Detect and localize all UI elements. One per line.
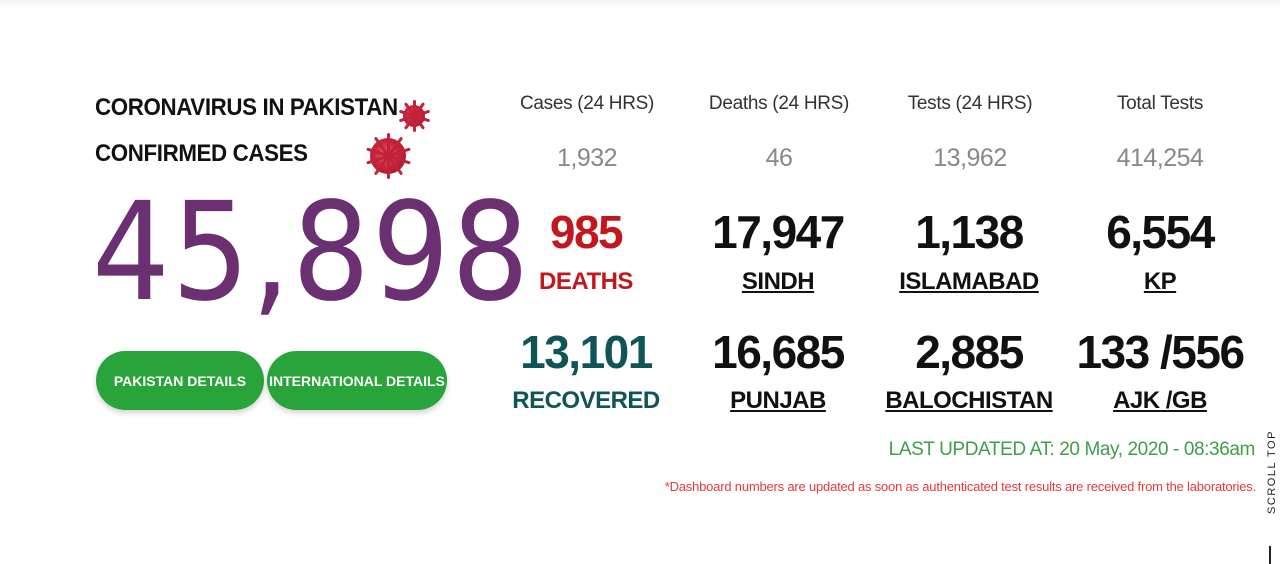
ajk-gb-count: 133 /556 (1076, 326, 1245, 378)
headline-subtitle: CONFIRMED CASES (95, 140, 308, 167)
virus-spike (412, 116, 416, 132)
coronavirus-icon (365, 133, 411, 179)
cases-24h-value: 1,932 (556, 144, 618, 172)
ajk-gb-link[interactable]: AJK /GB (1113, 387, 1207, 414)
total-tests-value: 414,254 (1116, 144, 1204, 172)
recovered-label: RECOVERED (512, 387, 660, 414)
headline-title: CORONAVIRUS IN PAKISTAN (95, 94, 398, 121)
international-details-button[interactable]: INTERNATIONAL DETAILS (267, 351, 447, 410)
disclaimer-note: *Dashboard numbers are updated as soon a… (664, 479, 1256, 494)
scroll-top-button[interactable]: SCROLL TOP (1262, 420, 1280, 530)
virus-spike (386, 156, 390, 179)
punjab-link[interactable]: PUNJAB (730, 387, 826, 414)
deaths-count: 985 (549, 206, 624, 258)
balochistan-link[interactable]: BALOCHISTAN (885, 387, 1053, 414)
sindh-link[interactable]: SINDH (741, 268, 815, 295)
sindh-count: 17,947 (712, 206, 845, 258)
coronavirus-icon (398, 100, 430, 132)
pakistan-details-button[interactable]: PAKISTAN DETAILS (96, 351, 264, 410)
punjab-count: 16,685 (712, 326, 845, 378)
islamabad-count: 1,138 (915, 206, 1024, 258)
punjab-link-wrap: PUNJAB (678, 387, 878, 415)
tests-24h-label: Tests (24 HRS) (907, 93, 1033, 114)
islamabad-link[interactable]: ISLAMABAD (899, 268, 1039, 295)
scroll-top-label: SCROLL TOP (1266, 430, 1278, 514)
kp-count: 6,554 (1106, 206, 1215, 258)
deaths-24h-value: 46 (765, 144, 793, 172)
cases-24h-label: Cases (24 HRS) (519, 93, 655, 114)
confirmed-cases-count: 45,898 (92, 174, 532, 332)
scroll-top-line (1269, 546, 1271, 564)
deaths-label: DEATHS (539, 268, 633, 295)
ajk-gb-link-wrap: AJK /GB (1060, 387, 1260, 415)
recovered-count: 13,101 (520, 326, 653, 378)
last-updated-text: LAST UPDATED AT: 20 May, 2020 - 08:36am (888, 439, 1256, 460)
balochistan-link-wrap: BALOCHISTAN (869, 387, 1069, 415)
balochistan-count: 2,885 (915, 326, 1024, 378)
kp-link-wrap: KP (1060, 268, 1260, 296)
deaths-24h-label: Deaths (24 HRS) (708, 93, 850, 114)
header-shadow (0, 0, 1280, 8)
total-tests-label: Total Tests (1116, 93, 1204, 114)
sindh-link-wrap: SINDH (678, 268, 878, 296)
kp-link[interactable]: KP (1143, 268, 1177, 295)
islamabad-link-wrap: ISLAMABAD (869, 268, 1069, 296)
tests-24h-value: 13,962 (933, 144, 1007, 172)
